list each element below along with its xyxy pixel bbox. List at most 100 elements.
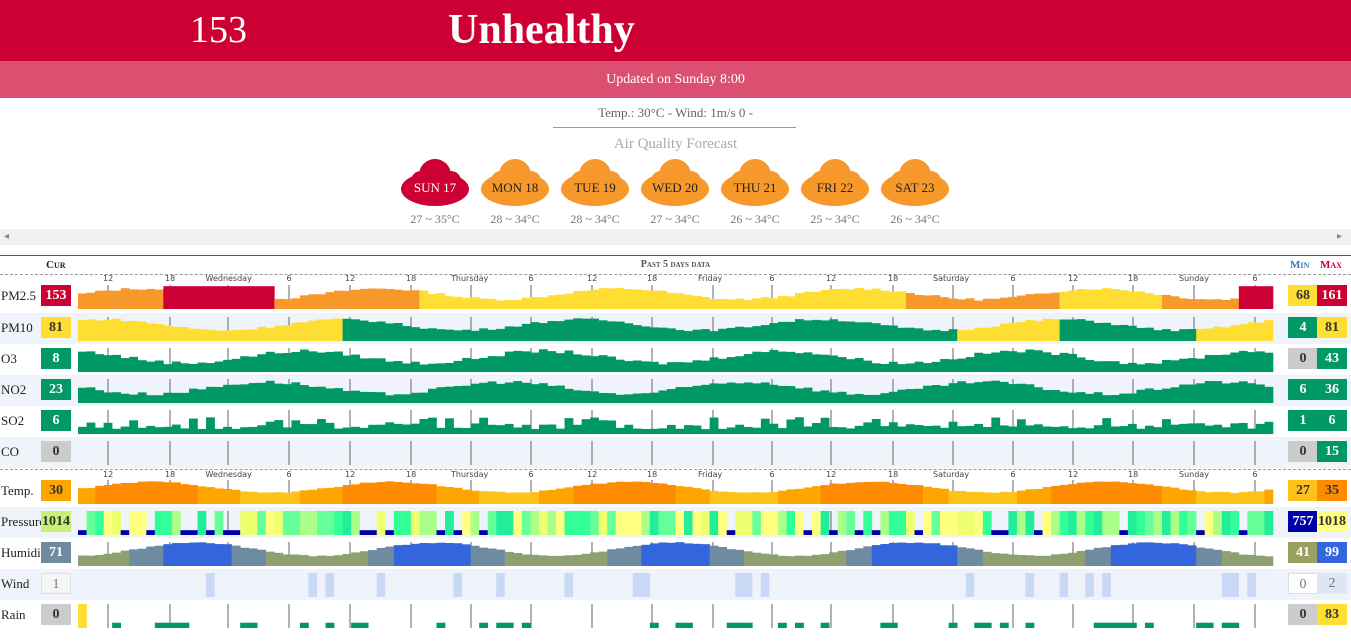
rain-bar <box>795 622 804 628</box>
humidity-bar <box>274 552 284 566</box>
pm10-bar <box>581 318 591 341</box>
pm25-bar <box>666 292 676 309</box>
o3-bar <box>385 361 395 372</box>
so2-bar <box>368 424 378 434</box>
wind-bar <box>649 573 659 597</box>
forecast-day-mon[interactable]: MON 18 28 ~ 34°C <box>479 155 551 226</box>
pm25-bar <box>308 294 318 309</box>
wind-bar <box>820 573 830 597</box>
scroll-left-icon[interactable]: ◂ <box>4 231 10 242</box>
pm25-bar <box>573 291 582 309</box>
wind-bar <box>496 573 506 597</box>
wind-bar <box>1119 573 1129 597</box>
temp-bar <box>470 490 480 504</box>
so2-bar <box>163 426 173 434</box>
so2-bar <box>86 422 96 434</box>
humidity-bar <box>1136 542 1146 566</box>
time-label: 12 <box>345 470 356 479</box>
o3-bar <box>675 362 685 372</box>
no2-bar <box>265 380 275 403</box>
wind-bar <box>453 573 463 597</box>
pm25-history-chart <box>78 285 1274 309</box>
o3-bar <box>982 353 992 372</box>
no2-bar <box>863 394 873 403</box>
humidity-bar <box>615 548 625 566</box>
rain-bar <box>351 622 360 628</box>
forecast-day-wed[interactable]: WED 20 27 ~ 34°C <box>639 155 711 226</box>
pm10-bar <box>291 322 301 341</box>
wind-bar <box>607 573 617 597</box>
no2-bar <box>504 382 514 403</box>
pm25-bar <box>402 290 412 309</box>
no2-bar <box>1162 388 1171 403</box>
pm10-bar <box>1230 325 1240 341</box>
max-value-no2: 36 <box>1317 379 1347 400</box>
pressure-bar <box>368 530 378 535</box>
humidity-bar <box>846 550 856 566</box>
temp-bar <box>888 483 898 504</box>
no2-bar <box>248 383 258 403</box>
pm25-bar <box>982 298 992 309</box>
temp-bar <box>982 492 992 504</box>
temp-bar <box>931 487 941 504</box>
humidity-bar <box>786 556 796 566</box>
min-value-so2: 1 <box>1288 410 1318 431</box>
rain-bar <box>820 622 830 628</box>
pm25-bar <box>359 288 369 309</box>
temp-bar <box>632 481 642 504</box>
humidity-bar <box>735 549 745 566</box>
forecast-day-thu[interactable]: THU 21 26 ~ 34°C <box>719 155 791 226</box>
o3-bar <box>445 362 454 372</box>
humidity-bar <box>1213 549 1223 566</box>
pm10-bar <box>846 321 856 341</box>
pm25-bar <box>675 293 685 309</box>
time-label: 6 <box>769 274 775 283</box>
pressure-bar <box>214 511 224 535</box>
forecast-day-sat[interactable]: SAT 23 26 ~ 34°C <box>879 155 951 226</box>
pm25-bar <box>1162 294 1171 309</box>
pm10-bar <box>504 326 514 341</box>
temp-bar <box>1025 489 1035 504</box>
section-separator <box>0 274 1351 275</box>
wind-bar <box>146 573 156 597</box>
rain-bar <box>496 622 506 628</box>
wind-bar <box>1187 573 1197 597</box>
no2-bar <box>760 382 770 403</box>
rain-bar <box>171 622 181 628</box>
temp-bar <box>547 489 557 504</box>
pressure-bar <box>103 511 113 535</box>
pressure-bar <box>120 530 130 535</box>
no2-bar <box>530 384 540 403</box>
no2-bar <box>957 381 967 403</box>
humidity-bar <box>957 547 967 566</box>
wind-bar <box>1213 573 1223 597</box>
horizontal-scrollbar[interactable]: ◂ ▸ <box>0 229 1351 245</box>
wind-bar <box>863 573 873 597</box>
pm10-bar <box>1068 319 1077 341</box>
o3-bar <box>974 352 984 372</box>
pressure-bar <box>470 511 480 535</box>
o3-bar <box>1230 352 1240 372</box>
o3-bar <box>786 351 796 372</box>
min-value-co: 0 <box>1288 441 1318 462</box>
forecast-day-fri[interactable]: FRI 22 25 ~ 34°C <box>799 155 871 226</box>
pressure-bar <box>1059 511 1069 535</box>
o3-bar <box>1247 352 1257 372</box>
so2-bar <box>1093 425 1103 434</box>
pressure-bar <box>1179 511 1188 535</box>
pm10-bar <box>1093 322 1103 341</box>
scroll-right-icon[interactable]: ▸ <box>1337 231 1343 242</box>
rain-bar <box>974 622 984 628</box>
so2-bar <box>1196 423 1206 434</box>
temp-bar <box>504 492 514 504</box>
rain-bar <box>684 622 693 628</box>
forecast-day-sun[interactable]: SUN 17 27 ~ 35°C <box>399 155 471 226</box>
temp-bar <box>607 482 617 504</box>
pressure-bar <box>291 511 301 535</box>
pressure-bar <box>231 530 241 535</box>
wind-bar <box>171 573 181 597</box>
wind-bar <box>1196 573 1206 597</box>
no2-bar <box>743 382 753 403</box>
forecast-day-tue[interactable]: TUE 19 28 ~ 34°C <box>559 155 631 226</box>
humidity-bar <box>129 549 139 566</box>
